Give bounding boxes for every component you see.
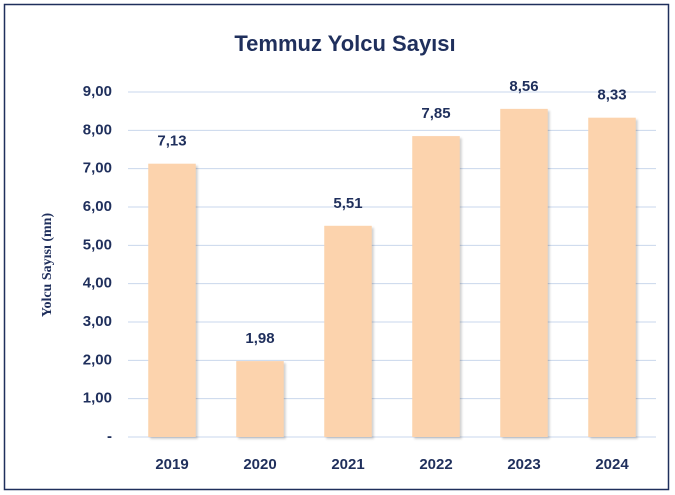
bar (412, 136, 460, 438)
bar (324, 225, 372, 437)
chart-title: Temmuz Yolcu Sayısı (234, 31, 455, 56)
value-label: 8,33 (597, 87, 626, 104)
y-tick-label: - (107, 428, 112, 445)
x-tick-label: 2024 (595, 456, 629, 473)
value-label: 7,13 (157, 133, 186, 150)
y-tick-label: 5,00 (83, 236, 112, 253)
value-label: 5,51 (333, 195, 362, 212)
bar (588, 117, 636, 437)
y-tick-label: 6,00 (83, 198, 112, 215)
y-tick-label: 1,00 (83, 390, 112, 407)
y-tick-label: 8,00 (83, 121, 112, 138)
bar (500, 108, 548, 437)
y-tick-label: 9,00 (83, 83, 112, 100)
bar (236, 361, 284, 437)
y-axis-label: Yolcu Sayısı (mn) (40, 213, 55, 318)
y-tick-label: 3,00 (83, 313, 112, 330)
bar (148, 163, 196, 437)
x-tick-label: 2022 (419, 456, 452, 473)
x-tick-label: 2019 (155, 456, 188, 473)
x-tick-label: 2020 (243, 456, 276, 473)
value-label: 7,85 (421, 105, 450, 122)
value-label: 8,56 (509, 78, 538, 95)
x-tick-label: 2023 (507, 456, 540, 473)
y-tick-label: 2,00 (83, 351, 112, 368)
value-label: 1,98 (245, 330, 274, 347)
y-tick-label: 4,00 (83, 275, 112, 292)
y-tick-label: 7,00 (83, 160, 112, 177)
x-tick-label: 2021 (331, 456, 364, 473)
